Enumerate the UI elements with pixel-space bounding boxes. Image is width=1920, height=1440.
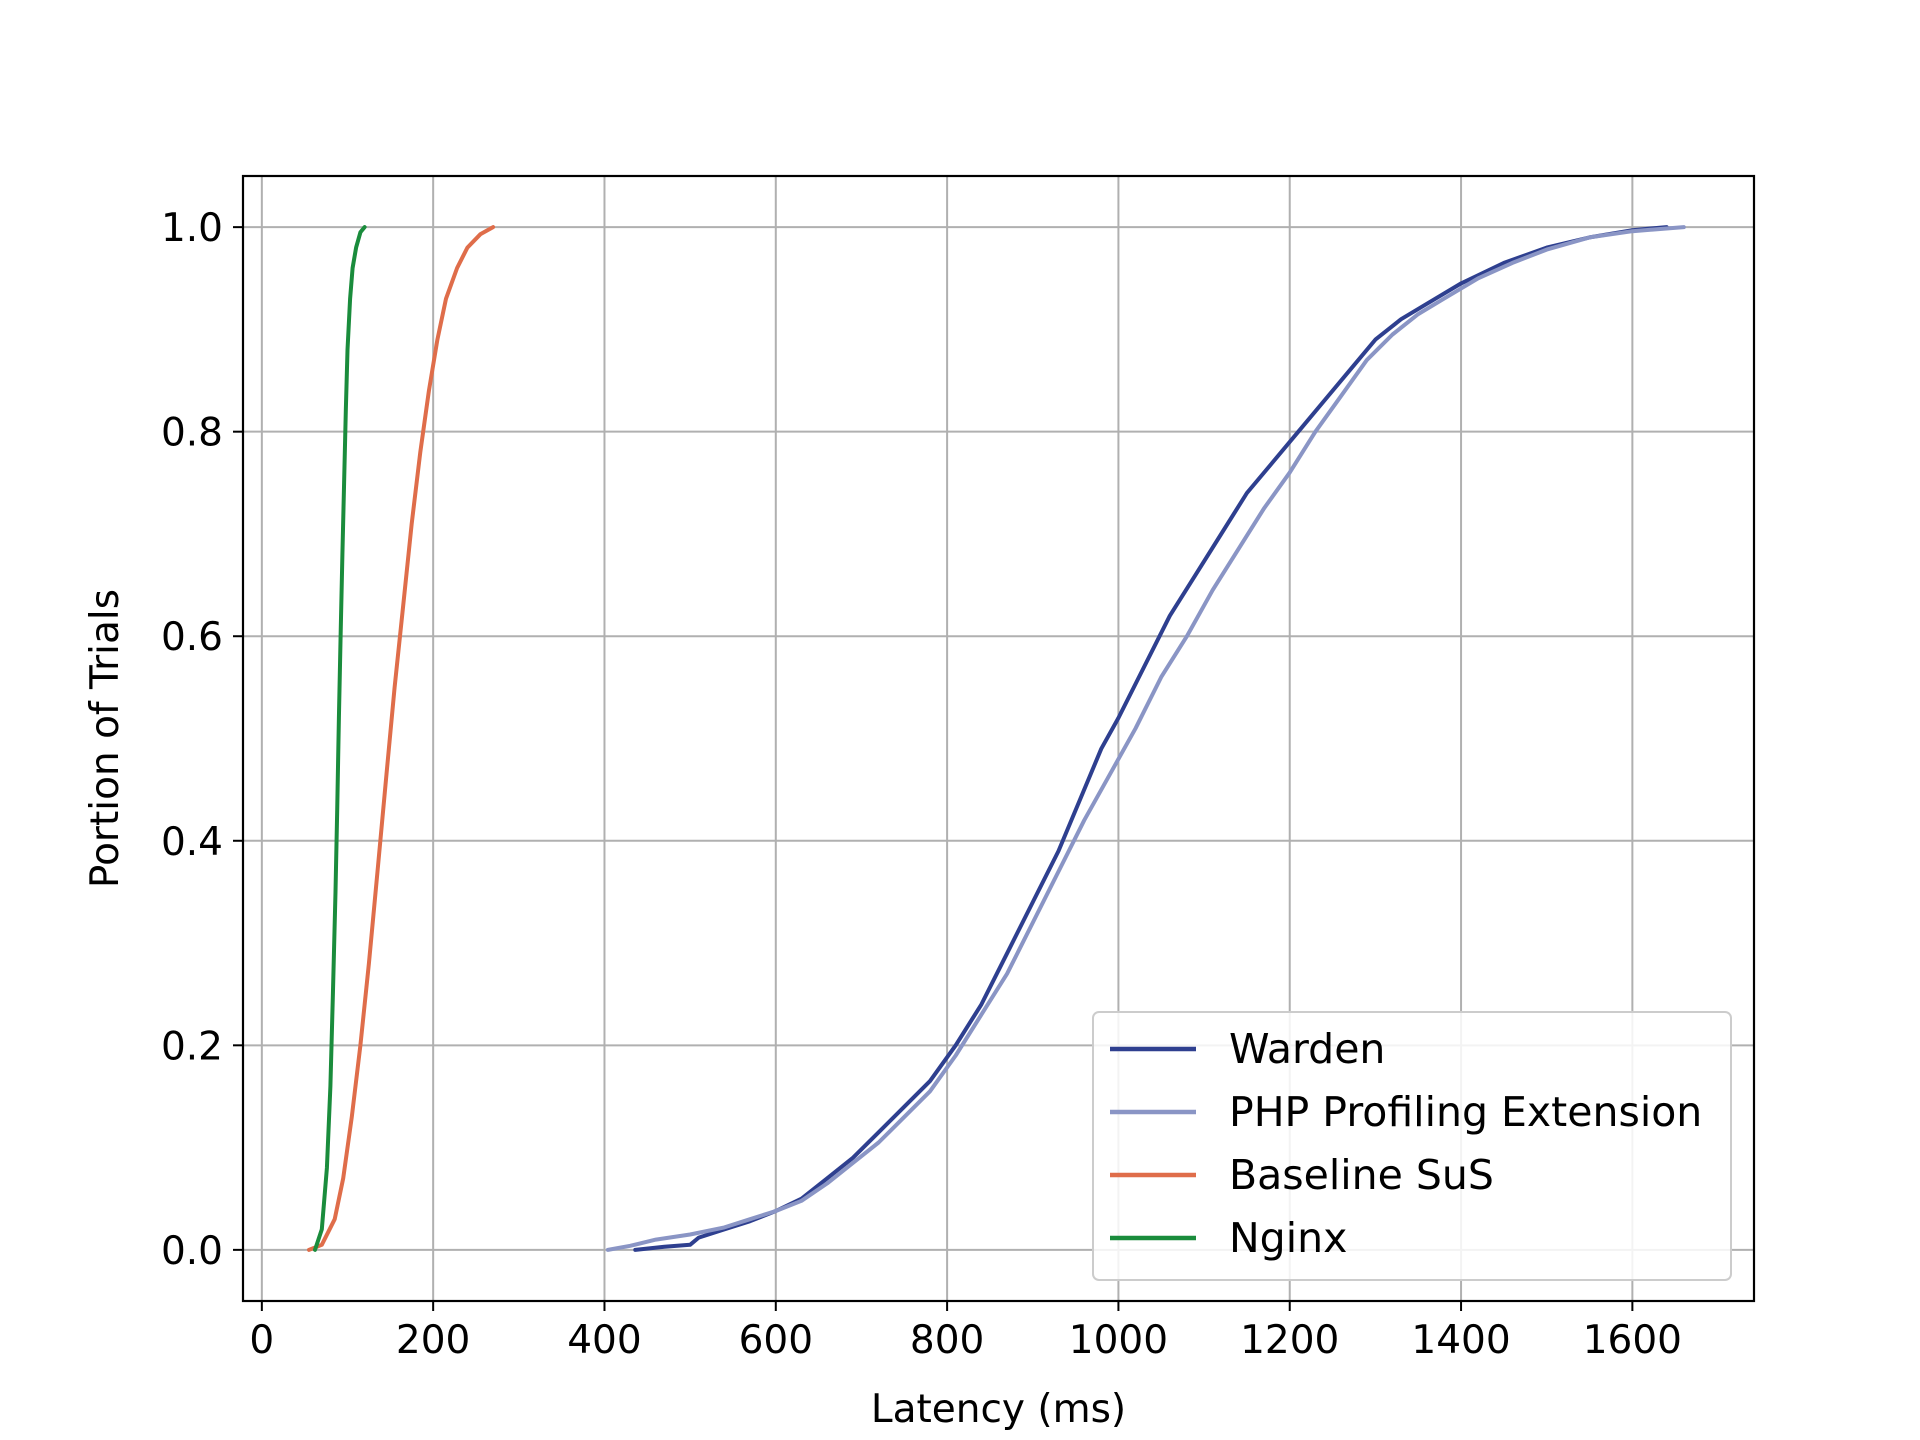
y-tick-label: 0.4: [161, 820, 223, 865]
x-tick-label: 1200: [1240, 1318, 1339, 1363]
x-tick-label: 800: [910, 1318, 984, 1363]
legend: Warden PHP Profiling Extension Baseline Su…: [1092, 1011, 1732, 1281]
y-tick-label: 0.2: [161, 1024, 223, 1069]
y-tick-label: 0.6: [161, 615, 223, 660]
legend-label-baseline-sus: Baseline SuS: [1229, 1151, 1494, 1199]
y-axis-title: Portion of Trials: [83, 589, 128, 888]
series-lines: [307, 225, 1686, 1252]
y-tick-label: 1.0: [161, 206, 223, 251]
x-tick-label: 0: [249, 1318, 274, 1363]
plot-frame: [241, 174, 1756, 1303]
x-tick-label: 1000: [1069, 1318, 1168, 1363]
x-tick-label: 400: [567, 1318, 641, 1363]
x-tick-label: 200: [396, 1318, 470, 1363]
y-axis: 0.0 0.2 0.4 0.6 0.8 1.0: [161, 206, 243, 1274]
series-line-baseline-sus: [307, 225, 496, 1252]
x-tick-label: 1600: [1583, 1318, 1682, 1363]
y-tick-label: 0.0: [161, 1229, 223, 1274]
legend-box: [1092, 1011, 1732, 1281]
legend-label-warden: Warden: [1229, 1025, 1385, 1073]
x-axis: 0 200 400 600 800 1000 1200 1400 1600: [249, 1301, 1682, 1363]
series-line-nginx: [313, 225, 367, 1252]
legend-label-php-profiling-extension: PHP Profiling Extension: [1229, 1088, 1702, 1136]
legend-label-nginx: Nginx: [1229, 1214, 1347, 1262]
x-axis-title: Latency (ms): [871, 1387, 1126, 1432]
x-tick-label: 1400: [1411, 1318, 1510, 1363]
y-tick-label: 0.8: [161, 411, 223, 456]
x-tick-label: 600: [739, 1318, 813, 1363]
series-line-php-profiling-extension: [605, 225, 1686, 1252]
